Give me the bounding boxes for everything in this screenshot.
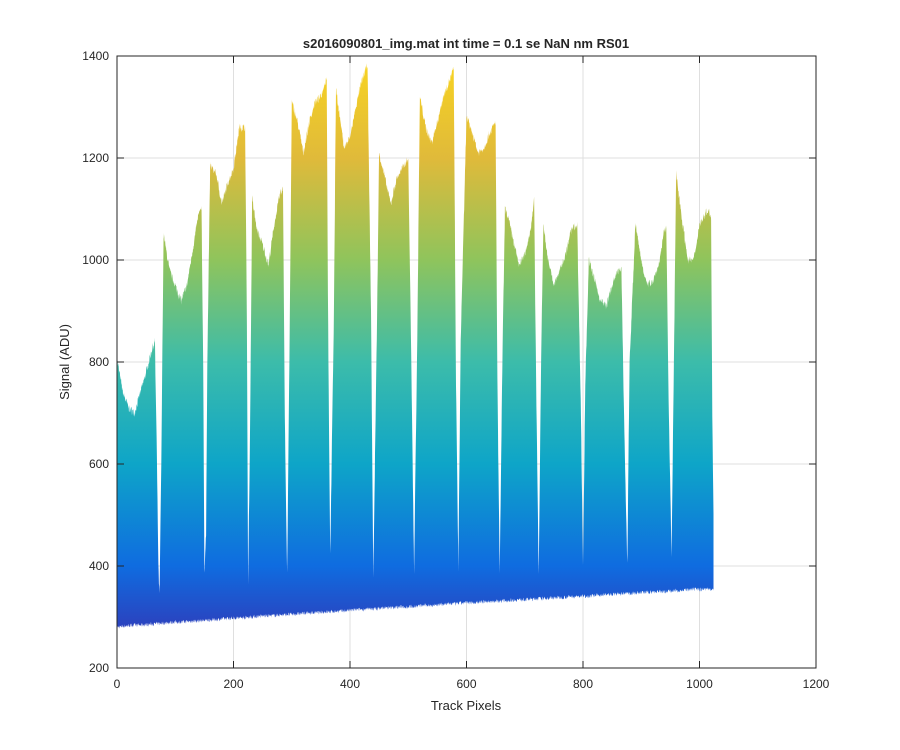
x-tick-label: 600 xyxy=(456,677,476,691)
x-tick-label: 800 xyxy=(573,677,593,691)
y-axis-label: Signal (ADU) xyxy=(57,324,72,400)
axis-ticks xyxy=(116,55,817,669)
signal-band xyxy=(117,63,714,629)
y-tick-label: 200 xyxy=(89,661,109,675)
y-tick-label: 800 xyxy=(89,355,109,369)
x-tick-label: 200 xyxy=(223,677,243,691)
tick-labels: 0 200 400 600 800 1000 1200 200 400 600 800 1000 120… xyxy=(82,49,829,691)
chart-title: s2016090801_img.mat int time = 0.1 se Na… xyxy=(303,36,629,51)
y-tick-label: 600 xyxy=(89,457,109,471)
y-tick-label: 1000 xyxy=(82,253,109,267)
series-layer xyxy=(117,63,714,629)
y-tick-label: 400 xyxy=(89,559,109,573)
x-tick-label: 400 xyxy=(340,677,360,691)
y-tick-label: 1200 xyxy=(82,151,109,165)
x-tick-label: 1000 xyxy=(686,677,713,691)
x-tick-label: 1200 xyxy=(803,677,830,691)
x-axis-label: Track Pixels xyxy=(431,698,502,713)
x-tick-label: 0 xyxy=(114,677,121,691)
y-tick-label: 1400 xyxy=(82,49,109,63)
